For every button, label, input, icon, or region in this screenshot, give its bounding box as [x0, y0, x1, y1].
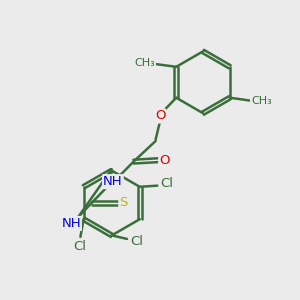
- Text: CH₃: CH₃: [134, 58, 155, 68]
- Text: O: O: [155, 110, 165, 122]
- Text: NH: NH: [103, 175, 123, 188]
- Text: O: O: [159, 154, 170, 167]
- Text: Cl: Cl: [130, 235, 143, 248]
- Text: Cl: Cl: [73, 240, 86, 254]
- Text: Cl: Cl: [160, 177, 173, 190]
- Text: CH₃: CH₃: [251, 96, 272, 106]
- Text: NH: NH: [61, 217, 81, 230]
- Text: S: S: [119, 196, 128, 209]
